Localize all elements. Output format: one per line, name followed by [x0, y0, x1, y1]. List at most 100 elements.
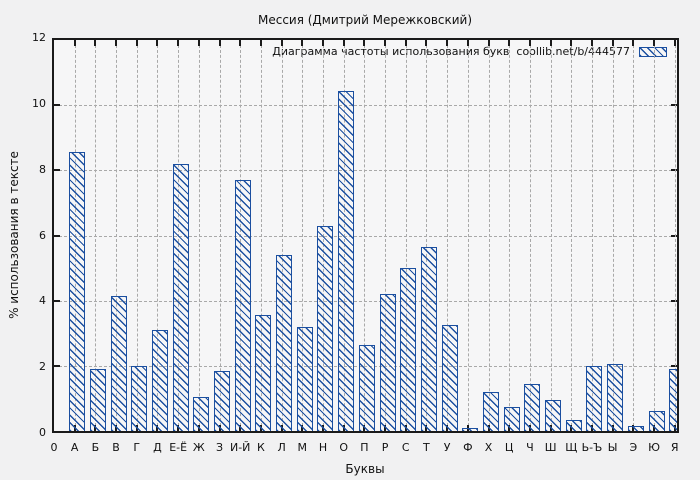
plot-area: Диаграмма частоты использования букв coo…: [52, 38, 679, 433]
x-tick-mark: [280, 40, 283, 46]
bar-Д: [151, 330, 168, 431]
y-tick-mark: [54, 169, 60, 172]
x-gridline: [302, 40, 304, 431]
x-tick-label: Р: [381, 441, 389, 454]
x-tick-label: В: [112, 441, 120, 454]
bar-Е-Ё: [172, 163, 189, 431]
x-tick-label: Я: [670, 441, 679, 454]
x-tick-mark: [135, 40, 138, 46]
y-gridline: [54, 105, 677, 107]
y-tick-mark: [671, 169, 677, 172]
x-tick-mark: [115, 40, 118, 46]
y-gridline: [54, 300, 677, 302]
bar-Р: [379, 294, 396, 431]
y-tick-label: 2: [39, 360, 46, 374]
x-gridline: [364, 40, 366, 431]
bar-Ж: [193, 396, 210, 431]
bar-У: [441, 325, 458, 431]
x-tick-mark: [508, 40, 511, 46]
x-tick-label: Г: [133, 441, 141, 454]
x-gridline: [426, 40, 428, 431]
y-tick-label: 4: [39, 294, 46, 308]
bar-Ф: [462, 427, 479, 431]
y-tick-mark: [54, 234, 60, 237]
y-tick-label: 10: [32, 96, 46, 110]
x-gridline: [198, 40, 200, 431]
x-gridline: [674, 40, 676, 431]
x-gridline: [405, 40, 407, 431]
x-tick-mark: [404, 40, 407, 46]
x-tick-label: Щ: [565, 441, 578, 454]
x-tick-label: Ь-Ъ: [581, 441, 603, 454]
x-tick-mark: [342, 40, 345, 46]
y-tick-mark: [671, 104, 677, 107]
x-tick-mark: [239, 40, 242, 46]
x-tick-label: О: [339, 441, 348, 454]
x-tick-label: К: [257, 441, 265, 454]
x-tick-mark: [197, 40, 200, 46]
x-tick-label: С: [401, 441, 410, 454]
x-tick-label: Ч: [526, 441, 534, 454]
x-tick-label: М: [297, 441, 308, 454]
y-gridline: [54, 170, 677, 172]
bar-Х: [483, 391, 499, 431]
y-gridline: [54, 235, 677, 237]
x-tick-mark: [446, 40, 449, 46]
x-tick-mark: [570, 40, 573, 46]
x-tick-label: Л: [277, 441, 286, 454]
x-tick-mark: [487, 40, 490, 46]
bar-М: [296, 326, 313, 431]
x-tick-label: Х: [484, 441, 493, 454]
x-gridline: [488, 40, 490, 431]
x-gridline: [633, 40, 635, 431]
x-gridline: [219, 40, 221, 431]
bar-З: [214, 370, 231, 431]
x-tick-mark: [321, 40, 324, 46]
x-tick-mark: [673, 40, 676, 46]
x-gridline: [654, 40, 656, 431]
x-tick-mark: [653, 40, 656, 46]
x-tick-label: Э: [629, 441, 638, 454]
bar-Ч: [524, 383, 541, 431]
x-gridline: [571, 40, 573, 431]
y-tick-mark: [671, 364, 677, 367]
x-tick-label: Ы: [607, 441, 618, 454]
x-gridline: [509, 40, 511, 431]
x-gridline: [136, 40, 138, 431]
x-tick-mark: [177, 40, 180, 46]
x-gridline: [529, 40, 531, 431]
x-tick-label: Ф: [463, 441, 473, 454]
x-tick-label: А: [70, 441, 79, 454]
x-tick-label: Д: [153, 441, 162, 454]
y-tick-mark: [671, 234, 677, 237]
x-tick-mark: [73, 40, 76, 46]
x-tick-label: И-Й: [229, 441, 251, 454]
bar-Б: [89, 369, 106, 431]
bar-Э: [627, 426, 644, 431]
bar-Ь-Ъ: [586, 365, 603, 431]
x-gridline: [612, 40, 614, 431]
x-tick-mark: [218, 40, 221, 46]
x-axis-title: Буквы: [345, 462, 385, 476]
x-gridline: [157, 40, 159, 431]
x-tick-mark: [611, 40, 614, 46]
bar-В: [110, 295, 127, 431]
bar-Н: [317, 225, 334, 431]
bar-Ы: [607, 364, 624, 431]
x-tick-label: П: [360, 441, 369, 454]
bar-Ш: [545, 400, 562, 431]
bar-Щ: [565, 419, 582, 431]
x-tick-mark: [549, 40, 552, 46]
bar-Г: [131, 365, 148, 431]
x-gridline: [550, 40, 552, 431]
legend-hatch-swatch-icon: [639, 46, 667, 57]
x-gridline: [591, 40, 593, 431]
x-tick-label: Ж: [192, 441, 205, 454]
x-tick-mark: [632, 40, 635, 46]
x-tick-label: Е-Ё: [169, 441, 188, 454]
x-gridline: [116, 40, 118, 431]
x-tick-mark: [363, 40, 366, 46]
bar-П: [358, 344, 375, 431]
x-tick-label: Ю: [648, 441, 660, 454]
